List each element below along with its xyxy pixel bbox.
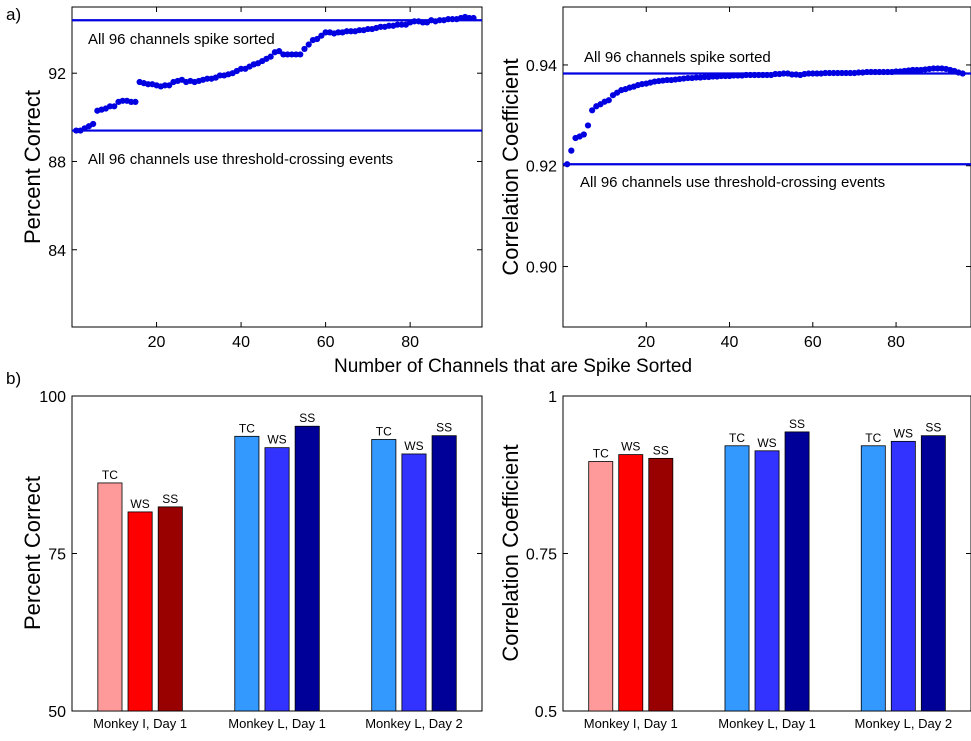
y-tick-label: 75 [48, 547, 66, 564]
data-point [605, 97, 612, 104]
bar [371, 439, 397, 712]
data-point [584, 122, 592, 129]
y-tick-label: 92 [48, 66, 66, 83]
data-point [580, 131, 587, 138]
bar [401, 453, 427, 712]
bar-label: TC [102, 468, 118, 482]
reference-line-label: All 96 channels use threshold-crossing e… [580, 174, 885, 191]
bar-label: SS [925, 421, 941, 435]
panel-label-b: b) [6, 369, 21, 388]
bar [234, 435, 260, 712]
bar-label: TC [593, 447, 609, 461]
data-point [305, 41, 312, 48]
data-point [470, 14, 477, 22]
y-tick-label: 88 [48, 154, 66, 171]
bar [264, 447, 290, 712]
data-point [166, 82, 173, 89]
bar [127, 511, 153, 712]
group-label: Monkey I, Day 1 [93, 716, 187, 731]
data-point [301, 45, 308, 53]
data-point [318, 32, 325, 39]
data-point [132, 98, 139, 105]
bar-label: SS [436, 421, 452, 435]
bar [860, 445, 886, 712]
data-point [959, 70, 966, 77]
x-tick-label: 60 [804, 334, 822, 351]
y-tick-label: 0.92 [526, 159, 557, 176]
data-point [564, 161, 571, 168]
y-tick-label: 50 [48, 704, 66, 721]
x-tick-label: 80 [401, 334, 419, 351]
y-tick-label: 0.94 [526, 58, 557, 75]
data-point [314, 35, 321, 43]
bar-label: WS [894, 426, 913, 440]
bar [724, 445, 750, 712]
shared-x-axis-label: Number of Channels that are Spike Sorted [334, 356, 692, 377]
bar-label: SS [653, 443, 669, 457]
y-tick-label: 0.75 [526, 547, 557, 564]
bar [294, 425, 320, 712]
y-axis-label: Correlation Coefficient [498, 58, 523, 275]
plot-frame [71, 6, 483, 328]
bar-label: TC [239, 421, 255, 435]
bar [920, 435, 946, 712]
x-tick-label: 40 [232, 334, 250, 351]
data-point [90, 120, 97, 128]
bar-label: TC [376, 424, 392, 438]
x-tick-label: 60 [317, 334, 335, 351]
bar-label: SS [299, 411, 315, 425]
bar [588, 461, 614, 712]
bar [754, 450, 780, 712]
data-point [111, 103, 118, 110]
bar [648, 457, 674, 712]
y-tick-label: 100 [39, 389, 66, 406]
bar-label: TC [729, 431, 745, 445]
reference-line-label: All 96 channels spike sorted [584, 49, 771, 66]
bar-label: WS [621, 440, 640, 454]
scatter-correlation-coefficient: 20 40 60 80 0.90 0.92 0.94 All 96 channels spik… [498, 6, 971, 351]
reference-line-label: All 96 channels spike sorted [88, 31, 275, 48]
x-tick-label: 80 [887, 334, 905, 351]
bar [97, 482, 123, 712]
scatter-percent-correct: 20 40 60 80 84 88 92 All 96 channels spike sort… [20, 6, 483, 351]
data-point [276, 48, 283, 55]
reference-line-label: All 96 channels use threshold-crossing e… [88, 151, 393, 168]
group-label: Monkey I, Day 1 [584, 716, 678, 731]
y-axis-label: Percent Correct [20, 90, 45, 244]
y-tick-label: 0.5 [535, 704, 557, 721]
plot-frame [562, 6, 971, 328]
bar [618, 454, 644, 712]
panel-label-a: a) [6, 5, 21, 24]
group-label: Monkey L, Day 2 [855, 716, 953, 731]
y-tick-label: 1 [548, 389, 557, 406]
x-tick-label: 20 [637, 334, 655, 351]
x-tick-label: 20 [148, 334, 166, 351]
bar-correlation-coefficient: 0.5 0.75 1 TC WS SS Monkey I, Day 1 TC WS SS Monke… [498, 389, 971, 731]
data-point [297, 51, 304, 58]
group-label: Monkey L, Day 2 [365, 716, 463, 731]
bar-percent-correct: 50 75 100 TC WS SS Monkey I, Day 1 TC WS SS Monkey… [20, 389, 483, 731]
x-tick-label: 40 [721, 334, 739, 351]
data-point [568, 147, 575, 154]
bar-label: WS [757, 436, 776, 450]
bar [431, 435, 457, 712]
bar-label: SS [789, 417, 805, 431]
bar [157, 506, 183, 712]
bar [890, 440, 916, 712]
y-tick-label: 0.90 [526, 260, 557, 277]
y-tick-label: 84 [48, 243, 66, 260]
group-label: Monkey L, Day 1 [228, 716, 326, 731]
group-label: Monkey L, Day 1 [718, 716, 816, 731]
y-axis-label: Percent Correct [20, 476, 45, 630]
data-point [267, 53, 274, 60]
bar-label: WS [267, 433, 286, 447]
bar-label: TC [865, 431, 881, 445]
bar [784, 431, 810, 712]
bar-label: WS [130, 497, 149, 511]
y-axis-label: Correlation Coefficient [498, 444, 523, 661]
bar-label: WS [404, 439, 423, 453]
bar-label: SS [162, 492, 178, 506]
data-point [589, 107, 596, 114]
